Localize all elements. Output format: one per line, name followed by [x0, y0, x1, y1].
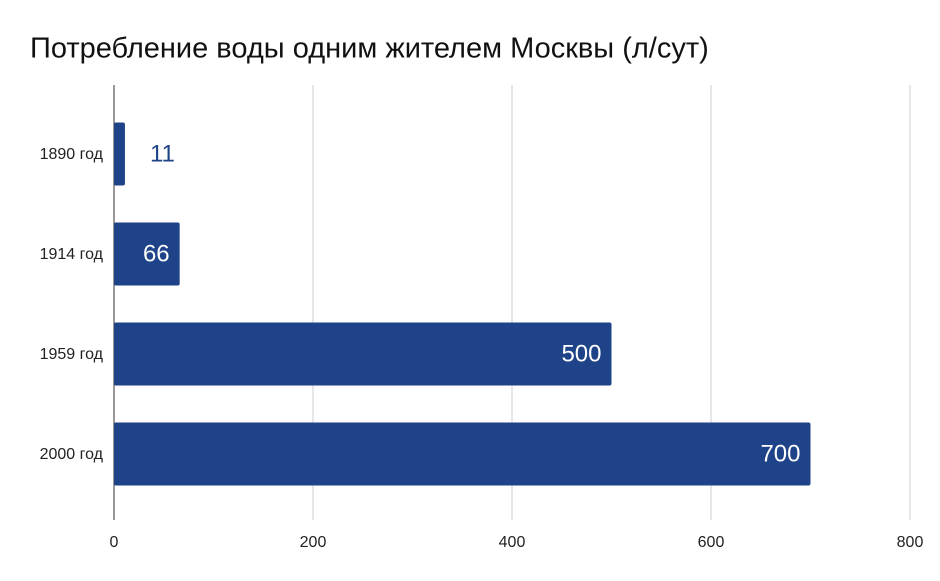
- bar: [114, 122, 125, 186]
- y-tick-label: 1914 год: [40, 246, 104, 263]
- x-tick-label: 800: [897, 534, 924, 551]
- y-tick-label: 1959 год: [40, 346, 104, 363]
- x-tick-label: 400: [499, 534, 526, 551]
- data-label: 500: [561, 340, 601, 367]
- bar: [114, 222, 180, 286]
- x-tick-label: 200: [300, 534, 327, 551]
- data-label: 700: [760, 440, 800, 467]
- chart-title: Потребление воды одним жителем Москвы (л…: [30, 33, 709, 65]
- data-label: 11: [150, 140, 175, 167]
- data-label: 66: [143, 240, 170, 267]
- x-tick-label: 600: [698, 534, 725, 551]
- y-tick-label: 1890 год: [40, 146, 104, 163]
- bar: [114, 422, 811, 486]
- bar: [114, 322, 612, 386]
- x-tick-label: 0: [110, 534, 119, 551]
- y-tick-label: 2000 год: [40, 446, 104, 463]
